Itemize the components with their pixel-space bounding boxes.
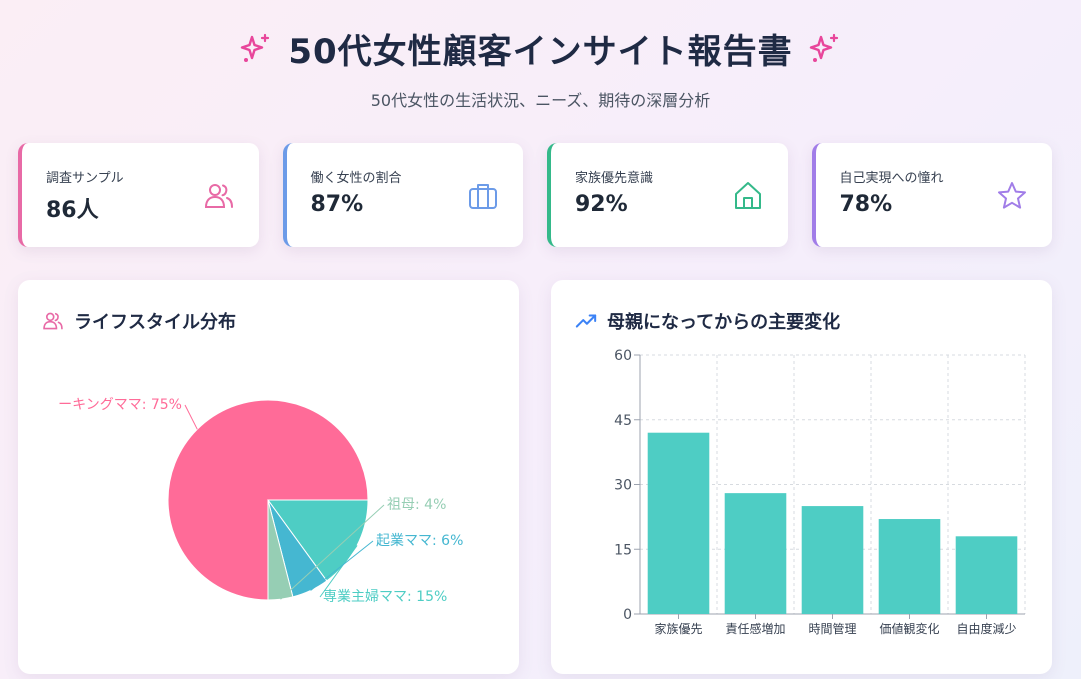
pie-slice-label: 専業主婦ママ: 15%: [323, 588, 447, 605]
report-header: 50代女性顧客インサイト報告書 50代女性の生活状況、ニーズ、期待の深層分析: [0, 24, 1081, 111]
pie-label-leader: [184, 404, 198, 430]
bar: [878, 519, 941, 614]
changes-bar-card: 母親になってからの主要変化 0 15 30 45 60 家族優先 責任感増加 時間管理 価値観変…: [551, 280, 1052, 674]
x-tick-label: 責任感増加: [725, 621, 785, 636]
page-title: 50代女性顧客インサイト報告書: [288, 32, 793, 72]
pie-chart-title: ライフスタイル分布: [74, 312, 236, 333]
briefcase-icon: [469, 184, 497, 209]
bar: [647, 432, 710, 614]
stat-label: 家族優先意識: [575, 171, 654, 186]
stats-row: 調査サンプル 86人 働く女性の割合 87% 家族優先意識 92% 自己実現への…: [18, 143, 1052, 247]
y-tick-label: 60: [614, 348, 632, 364]
bar-chart-title: 母親になってからの主要変化: [607, 312, 841, 333]
stat-label: 働く女性の割合: [310, 171, 402, 186]
users-icon: [43, 312, 63, 330]
pie-chart: ーキングママ: 75% 専業主婦ママ: 15% 起業ママ: 6% 祖母: 4%: [58, 397, 463, 605]
stat-value: 78%: [839, 192, 893, 217]
x-tick-label: 時間管理: [808, 621, 856, 636]
pie-label-leader: [310, 540, 374, 591]
stat-label: 調査サンプル: [46, 171, 124, 186]
pie-slice-label: 祖母: 4%: [387, 497, 446, 513]
stat-label: 自己実現への憧れ: [839, 171, 944, 186]
bar: [801, 506, 864, 614]
y-tick-label: 15: [614, 542, 632, 558]
pie-slice: [267, 499, 369, 582]
stat-value: 86人: [46, 198, 99, 223]
x-tick-label: 家族優先: [654, 621, 702, 636]
pie-label-leader: [280, 504, 385, 600]
page-subtitle: 50代女性の生活状況、ニーズ、期待の深層分析: [370, 91, 711, 110]
lifestyle-pie-card: ライフスタイル分布 ーキングママ: 75% 専業主婦ママ: 15% 起業ママ: 6%…: [18, 280, 519, 674]
stat-card-sample: 調査サンプル 86人: [18, 143, 259, 247]
trending-up-icon: [575, 314, 597, 328]
pie-slice-label: 起業ママ: 6%: [376, 533, 463, 549]
bar: [955, 536, 1018, 614]
y-tick-label: 30: [614, 478, 632, 494]
card-title: ライフスタイル分布: [42, 308, 236, 334]
sparkles-icon: [809, 33, 838, 62]
pie-label-leader: [319, 545, 358, 598]
bar: [724, 493, 787, 614]
sparkles-icon: [241, 33, 270, 62]
pie-slice-label: ーキングママ: 75%: [58, 397, 182, 413]
users-icon: [204, 184, 233, 208]
x-tick-label: 価値観変化: [879, 621, 939, 636]
stat-card-working: 働く女性の割合 87%: [282, 143, 523, 247]
home-icon: [734, 182, 761, 209]
stat-card-family: 家族優先意識 92%: [547, 143, 788, 247]
stat-card-self-realization: 自己実現への憧れ 78%: [811, 143, 1052, 247]
star-icon: [998, 182, 1026, 209]
bar-chart: 0 15 30 45 60 家族優先 責任感増加 時間管理 価値観変化 自由度減少: [614, 348, 1026, 636]
card-title: 母親になってからの主要変化: [575, 308, 840, 334]
y-tick-label: 45: [614, 413, 632, 429]
y-tick-label: 0: [623, 607, 632, 623]
stat-value: 92%: [575, 192, 628, 217]
stat-value: 87%: [310, 192, 364, 217]
x-tick-label: 自由度減少: [956, 621, 1016, 636]
